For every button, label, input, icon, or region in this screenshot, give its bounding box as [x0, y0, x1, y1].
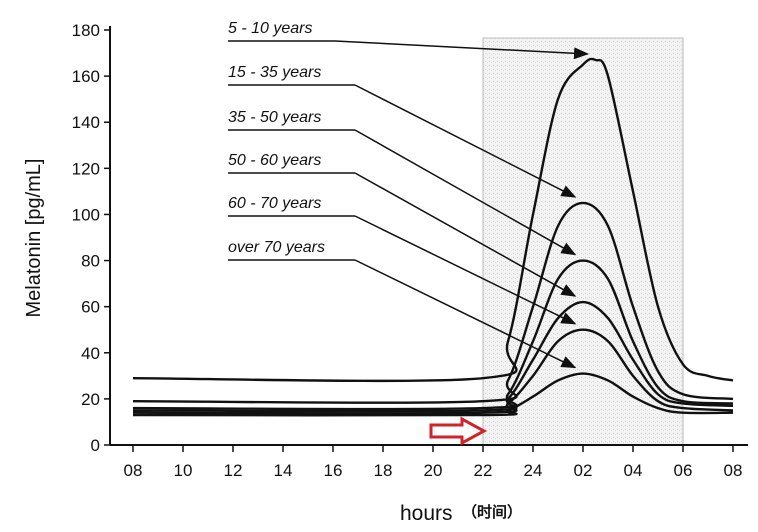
- series-line: [132, 300, 734, 413]
- x-tick-label: 04: [624, 461, 643, 480]
- series-line: [132, 201, 734, 404]
- x-tick-label: 22: [474, 461, 493, 480]
- legend-label: 35 - 50 years: [228, 109, 321, 126]
- x-tick-label: 18: [374, 461, 393, 480]
- pointer-arrow: [334, 40, 589, 60]
- x-tick-label: 20: [424, 461, 443, 480]
- x-tick-label: 10: [174, 461, 193, 480]
- y-tick-label: 160: [72, 67, 100, 86]
- legend-label: 15 - 35 years: [228, 64, 321, 81]
- x-tick-label: 08: [724, 461, 743, 480]
- legend-label: 50 - 60 years: [228, 152, 321, 169]
- x-axis-label: hours: [400, 502, 453, 525]
- y-tick-label: 140: [72, 113, 100, 132]
- x-tick-label: 16: [324, 461, 343, 480]
- series-line: [132, 328, 734, 415]
- y-tick-label: 120: [72, 159, 100, 178]
- legend-label: 5 - 10 years: [228, 20, 312, 37]
- pointer-arrow: [354, 172, 577, 297]
- x-tick-label: 12: [224, 461, 243, 480]
- y-tick-label: 180: [72, 21, 100, 40]
- y-axis-label: Melatonin [pg/mL]: [23, 159, 45, 318]
- y-tick-label: 20: [81, 390, 100, 409]
- x-tick-label: 08: [124, 461, 143, 480]
- x-axis-label-cn: （时间）: [462, 503, 522, 521]
- y-tick-label: 40: [81, 344, 100, 363]
- y-tick-label: 80: [81, 252, 100, 271]
- legend-label: 60 - 70 years: [228, 195, 321, 212]
- legend-label: over 70 years: [228, 239, 325, 256]
- series-line: [132, 259, 734, 411]
- x-tick-label: 06: [674, 461, 693, 480]
- x-tick-label: 02: [574, 461, 593, 480]
- pointer-arrow: [354, 129, 577, 256]
- pointer-arrow: [354, 84, 577, 198]
- pointer-arrow: [354, 215, 577, 325]
- x-tick-label: 14: [274, 461, 293, 480]
- y-tick-label: 0: [91, 436, 100, 455]
- series-line: [132, 372, 734, 417]
- pointer-arrow: [354, 259, 577, 369]
- red-arrow-icon: [429, 416, 488, 446]
- x-tick-label: 24: [524, 461, 543, 480]
- y-tick-label: 60: [81, 298, 100, 317]
- y-tick-label: 100: [72, 205, 100, 224]
